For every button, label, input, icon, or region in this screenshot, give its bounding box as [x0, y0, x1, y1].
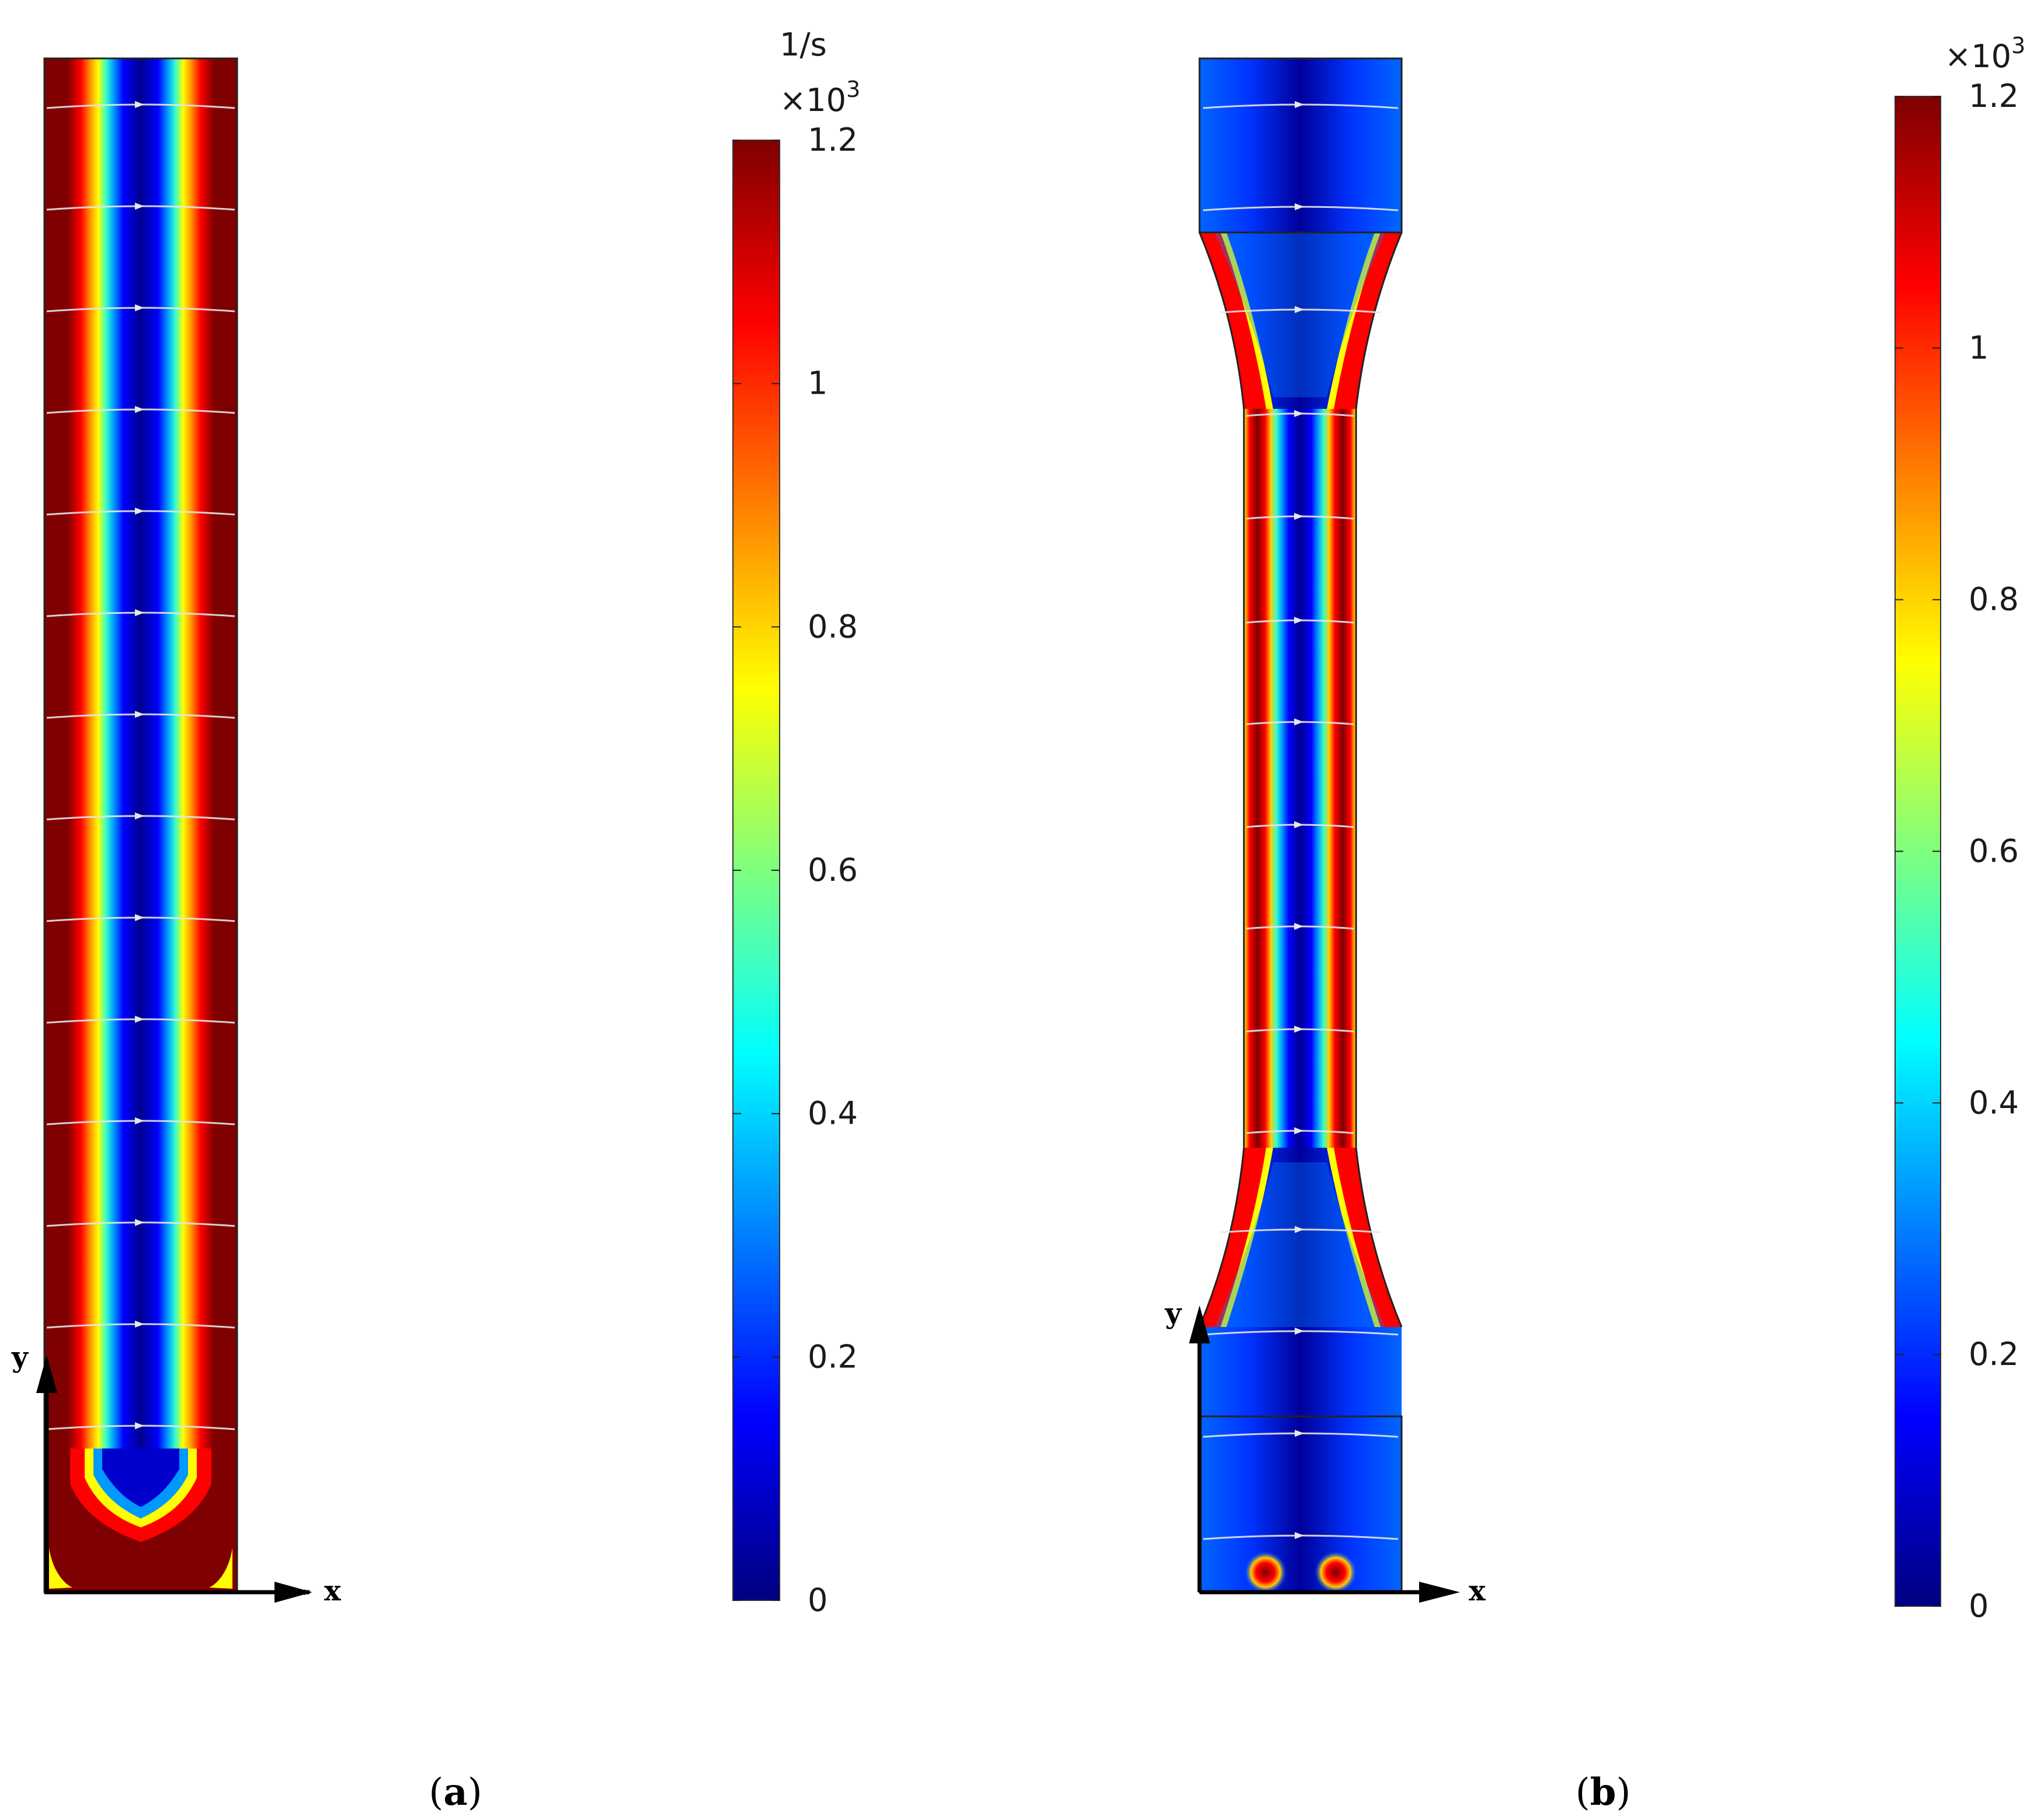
panel-a-y-axis-label: y: [11, 1341, 29, 1374]
panel-b-colorbar-multiplier: ×103: [1945, 33, 2025, 75]
flow-arrow-icon: [1294, 821, 1303, 828]
flow-arrow-icon: [135, 711, 144, 718]
flow-arrow-icon: [1295, 1226, 1304, 1233]
panel-b-hotspot-left: [1245, 1551, 1287, 1593]
panel-b-hotspot-right: [1315, 1551, 1357, 1593]
flow-arrow-icon: [1295, 1430, 1304, 1437]
colorbar-tick-label: 0.4: [1969, 1084, 2019, 1121]
flow-arrow-icon: [1294, 718, 1303, 725]
flow-arrow-icon: [135, 1016, 144, 1023]
panel-a-domain: [44, 58, 237, 1592]
flow-arrow-icon: [1295, 203, 1304, 210]
flow-arrow-icon: [135, 508, 144, 515]
flow-arrow-icon: [1295, 101, 1304, 108]
flow-arrow-icon: [135, 304, 144, 311]
flow-arrow-icon: [135, 1321, 144, 1328]
flow-arrow-icon: [135, 406, 144, 413]
colorbar-tick-label: 1.2: [1969, 78, 2019, 114]
colorbar-tick-label: 0.8: [808, 608, 858, 645]
panel-b: x y 1.2 1 0.8 0.6 0.4 0.2 0 ×103 (b): [1164, 33, 2025, 1814]
colorbar-tick-label: 0.2: [1969, 1336, 2019, 1373]
colorbar-tick-label: 0.6: [808, 852, 858, 888]
panel-b-x-arrow-icon: [1419, 1582, 1460, 1603]
flow-arrow-icon: [135, 914, 144, 921]
colorbar-tick-label: 0: [808, 1582, 828, 1618]
flow-arrow-icon: [1295, 1328, 1304, 1335]
panel-a: x y 1.2 1 0.8 0.6 0.4 0.2 0 1/s ×103 (a): [11, 26, 860, 1814]
panel-b-caption: (b): [1576, 1770, 1631, 1814]
panel-a-colorbar-ticks: 1.2 1 0.8 0.6 0.4 0.2 0: [733, 121, 858, 1618]
panel-a-x-arrow-icon: [274, 1582, 312, 1603]
flow-arrow-icon: [135, 609, 144, 616]
panel-b-x-axis-label: x: [1469, 1575, 1486, 1607]
flow-arrow-icon: [135, 203, 144, 210]
colorbar-tick-label: 1: [1969, 329, 1989, 366]
panel-b-lower-block: [1200, 1327, 1402, 1592]
flow-arrow-icon: [1294, 410, 1303, 417]
panel-b-upper-border: [1198, 57, 1403, 234]
flow-arrow-icon: [1294, 923, 1303, 930]
flow-arrow-icon: [1294, 1127, 1303, 1134]
flow-arrow-icon: [135, 1117, 144, 1124]
panel-a-x-axis-label: x: [324, 1575, 341, 1607]
panel-b-y-axis-label: y: [1164, 1297, 1183, 1330]
flow-arrow-icon: [135, 1219, 144, 1226]
flow-arrow-icon: [135, 101, 144, 108]
colorbar-tick-label: 0.2: [808, 1338, 858, 1375]
colorbar-tick-label: 0.4: [808, 1095, 858, 1132]
colorbar-tick-label: 1.2: [808, 121, 858, 158]
flow-arrow-icon: [1294, 513, 1303, 520]
panel-a-colorbar-multiplier: ×103: [780, 77, 860, 119]
colorbar-tick-label: 1: [808, 365, 828, 402]
panel-a-caption: (a): [429, 1770, 482, 1814]
panel-b-upper-block: [1200, 58, 1402, 232]
panel-a-colorbar-unit: 1/s: [780, 26, 827, 63]
flow-arrow-icon: [1294, 1026, 1303, 1033]
panel-b-colorbar-ticks: 1.2 1 0.8 0.6 0.4 0.2 0: [1895, 78, 2019, 1624]
colorbar-tick-label: 0.6: [1969, 833, 2019, 870]
panel-a-streamlines: [46, 101, 235, 1430]
panel-a-y-arrow-icon: [36, 1355, 57, 1393]
flow-arrow-icon: [1295, 306, 1304, 313]
colorbar-tick-label: 0: [1969, 1588, 1989, 1624]
flow-arrow-icon: [135, 1422, 144, 1429]
flow-arrow-icon: [1295, 1532, 1304, 1539]
flow-arrow-icon: [135, 812, 144, 819]
panel-b-y-arrow-icon: [1189, 1305, 1210, 1343]
panel-b-streamlines: [1202, 101, 1399, 1540]
panel-b-contraction: [1200, 232, 1402, 1327]
flow-arrow-icon: [1294, 617, 1303, 624]
panel-b-contraction-border: [1198, 232, 1403, 1328]
colorbar-tick-label: 0.8: [1969, 581, 2019, 618]
